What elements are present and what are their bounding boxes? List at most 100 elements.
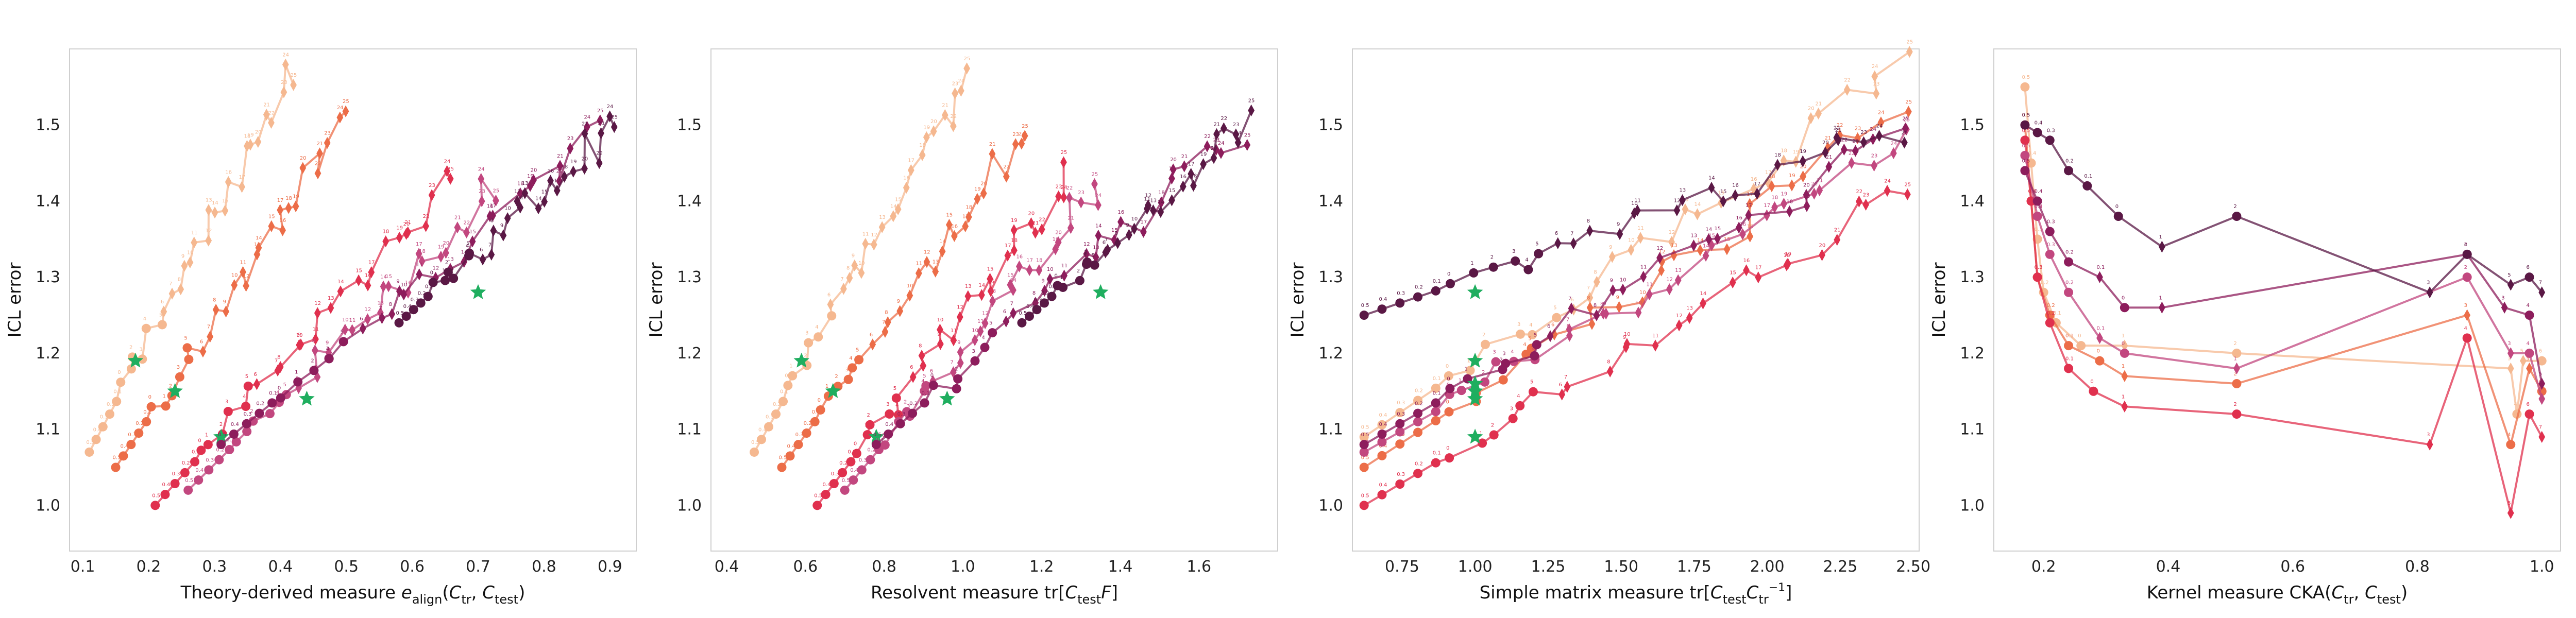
point-label: 12 [1656, 246, 1663, 251]
point-label: 15 [1111, 228, 1118, 233]
point-label: 15 [222, 198, 229, 204]
data-point-diamond [1822, 146, 1829, 159]
data-point-diamond [324, 136, 331, 149]
x-axis-title: Theory-derived measure ealign(Ctr, Ctest… [180, 582, 526, 607]
point-label: 4 [849, 355, 852, 361]
data-point-diamond [1674, 274, 1682, 286]
point-label: 12 [1659, 249, 1666, 255]
point-label: 0.4 [1026, 304, 1035, 310]
data-point-diamond [946, 218, 953, 231]
point-label: 0.5 [2022, 128, 2030, 133]
data-point-diamond [1038, 223, 1045, 235]
data-point-circle [1501, 358, 1511, 368]
baseline-star [1467, 352, 1483, 368]
data-point-circle [1489, 430, 1499, 440]
data-point-diamond [1840, 143, 1848, 156]
data-point-circle [848, 363, 857, 373]
data-point-diamond [869, 338, 876, 351]
point-label: 0.3 [1397, 400, 1405, 406]
x-axis-title: Kernel measure CKA(Ctr, Ctest) [2147, 582, 2408, 607]
data-point-diamond [1810, 187, 1818, 200]
point-label: 0.3 [128, 432, 136, 438]
data-point-diamond [1554, 237, 1562, 249]
x-axis-title-part: C [2365, 582, 2377, 603]
data-point-circle [2506, 440, 2516, 450]
data-point-diamond [987, 285, 994, 297]
data-point-diamond [1833, 131, 1840, 144]
data-point-diamond [1055, 190, 1062, 202]
point-label: 0.3 [1034, 297, 1042, 303]
point-label: 6 [480, 247, 483, 253]
data-point-diamond [2158, 301, 2165, 314]
data-point-diamond [1570, 237, 1577, 250]
data-point-diamond [1104, 244, 1111, 256]
point-label: 14 [461, 250, 468, 255]
data-point-diamond [1032, 297, 1039, 309]
data-point-circle [170, 479, 180, 489]
y-axis-title: ICL error [1929, 263, 1950, 338]
x-tick-label: 0.6 [400, 558, 425, 576]
data-point-diamond [1702, 249, 1709, 262]
data-point-circle [423, 291, 433, 301]
point-label: 3 [1084, 250, 1087, 255]
data-point-circle [884, 429, 893, 439]
data-point-circle [788, 371, 798, 381]
data-point-diamond [1824, 142, 1832, 154]
point-label: 3 [972, 349, 975, 354]
point-label: 8 [1607, 359, 1610, 365]
point-label: 3 [225, 399, 228, 405]
data-point-diamond [1566, 323, 1573, 336]
point-label: 4 [2527, 303, 2530, 308]
point-label: 13 [1093, 245, 1099, 250]
point-label: 1 [2159, 295, 2162, 301]
data-point-circle [98, 422, 108, 432]
point-label: 20 [1028, 211, 1035, 217]
point-label: 0.5 [1361, 455, 1369, 461]
point-label: 22 [268, 110, 275, 116]
data-point-diamond [1010, 224, 1018, 236]
data-point-circle [2032, 128, 2042, 138]
point-label: 23 [1871, 153, 1878, 159]
point-label: 25 [291, 73, 297, 78]
point-label: 18 [1036, 258, 1043, 264]
point-label: 22 [1204, 134, 1211, 140]
point-label: 0.2 [182, 460, 190, 466]
point-label: 0.4 [1379, 483, 1387, 488]
baseline-star [793, 352, 809, 368]
data-point-diamond [314, 307, 321, 319]
x-axis-title-part: align [412, 592, 443, 607]
data-point-circle [409, 305, 418, 315]
data-point-diamond [1026, 264, 1033, 277]
data-point-circle [2032, 212, 2042, 221]
point-label: 0.3 [206, 457, 214, 463]
point-label: 5 [1532, 347, 1535, 353]
data-point-circle [1377, 437, 1387, 447]
data-point-diamond [447, 173, 454, 185]
baseline-star [1467, 428, 1483, 444]
data-point-circle [1377, 304, 1387, 314]
point-label: 6 [161, 299, 164, 305]
point-label: 19 [1011, 218, 1018, 224]
point-label: 10 [1047, 267, 1054, 272]
data-point-circle [91, 435, 101, 444]
point-label: 12 [243, 273, 250, 279]
data-point-diamond [1066, 192, 1073, 204]
point-label: 0.5 [2022, 113, 2030, 118]
point-label: 13 [879, 215, 886, 220]
point-label: 6 [2539, 349, 2542, 354]
data-point-diamond [846, 272, 853, 284]
data-point-circle [134, 428, 144, 438]
point-label: 18 [1011, 238, 1018, 244]
point-label: 6 [253, 372, 257, 377]
data-point-diamond [1117, 216, 1124, 228]
point-label: 17 [1745, 203, 1752, 209]
point-label: 2 [2464, 242, 2467, 248]
data-point-diamond [974, 193, 981, 205]
data-point-diamond [1848, 157, 1855, 169]
data-point-circle [2524, 348, 2534, 358]
data-point-circle [1480, 339, 1490, 349]
point-label: 10 [972, 328, 978, 333]
data-point-diamond [2538, 377, 2546, 390]
data-point-circle [1488, 262, 1498, 272]
data-point-diamond [212, 303, 219, 316]
